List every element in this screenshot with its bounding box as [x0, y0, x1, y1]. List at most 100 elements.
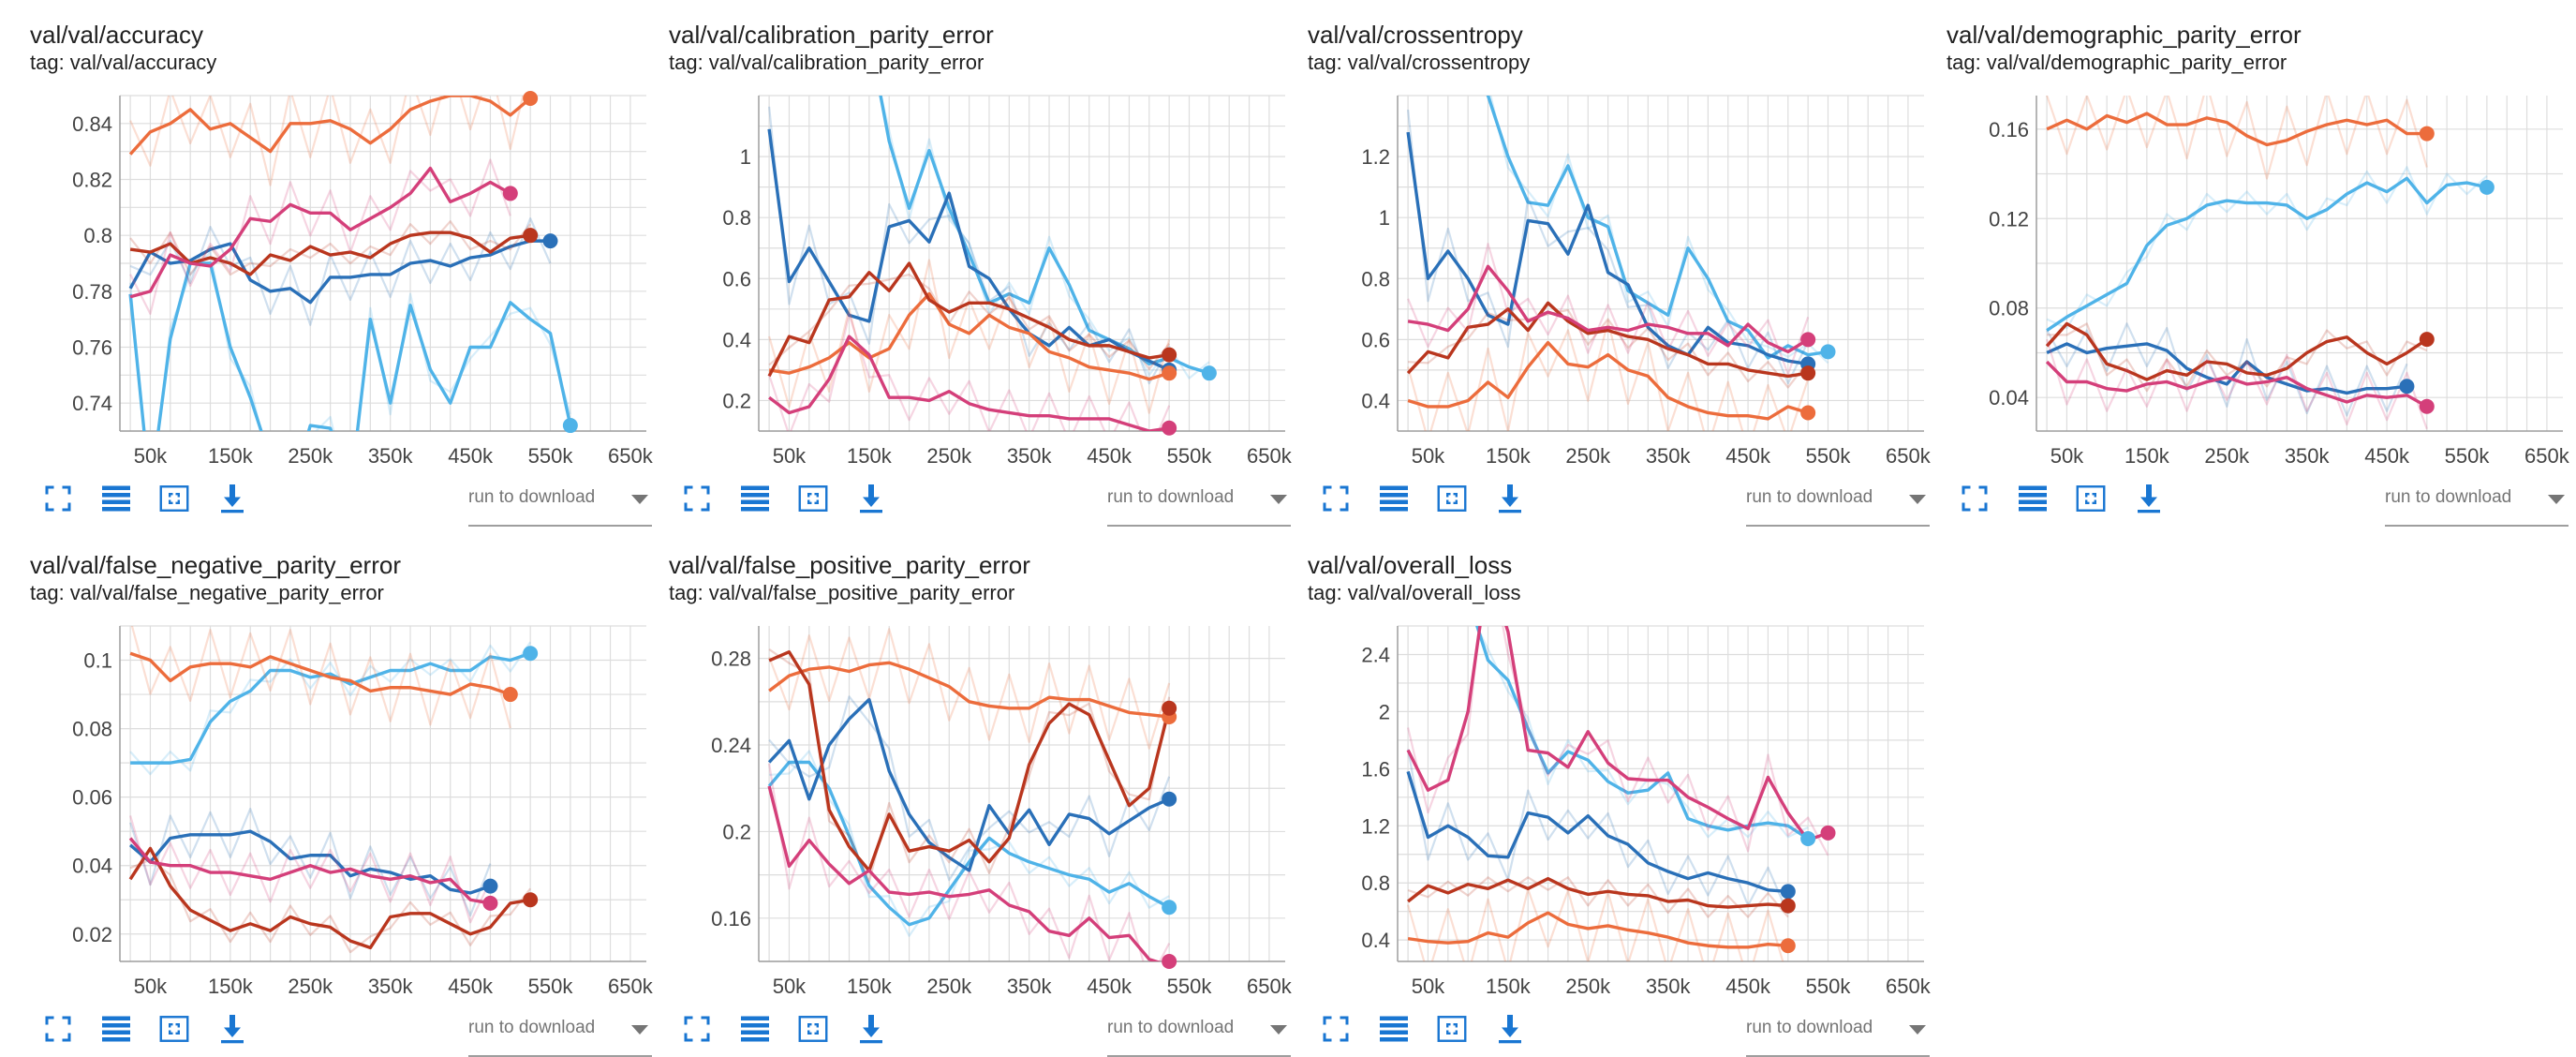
series-line-orange	[768, 291, 1170, 381]
run-to-download-select[interactable]: run to download	[1107, 1010, 1291, 1057]
data-table-icon[interactable]	[736, 1010, 774, 1048]
fullscreen-icon[interactable]	[1956, 480, 1993, 517]
download-icon[interactable]	[1491, 1010, 1529, 1048]
x-tick-label: 450k	[1087, 444, 1133, 468]
series-line-orange	[128, 96, 532, 156]
series-raw-line	[1407, 887, 1784, 961]
run-to-download-label: run to download	[1746, 1018, 1873, 1037]
run-to-download-select[interactable]: run to download	[1107, 480, 1291, 527]
y-tick-label: 0.04	[72, 855, 112, 878]
download-icon[interactable]	[214, 1010, 251, 1048]
chart-card: val/val/overall_loss tag: val/val/overall…	[1278, 530, 1932, 1057]
fit-domain-icon[interactable]	[794, 480, 832, 517]
chart-plot: 0.74 0.76 0.78 0.8 0.82 0.84 50k 150k 250k 350k 45…	[72, 90, 654, 468]
chart-plot: 0.4 0.6 0.8 1 1.2 50k 150k 250k 350k 450k 550k 650k	[1361, 95, 1932, 468]
download-icon[interactable]	[852, 1010, 890, 1048]
run-to-download-label: run to download	[1746, 487, 1873, 507]
series-raw-line	[129, 815, 492, 924]
series-line-dark-orange	[129, 231, 531, 276]
chart-plot: 0.02 0.04 0.06 0.08 0.1 50k 150k 250k 350k 450k 55…	[72, 625, 654, 998]
series-raw-line	[1407, 243, 1810, 376]
fit-domain-icon[interactable]	[2072, 480, 2110, 517]
data-table-icon[interactable]	[736, 480, 774, 517]
series-raw-line	[1475, 626, 1809, 839]
x-tick-label: 450k	[2364, 444, 2410, 468]
y-tick-label: 0.8	[83, 224, 112, 247]
download-icon[interactable]	[852, 480, 890, 517]
series-end-marker	[2419, 398, 2435, 414]
y-tick-label: 1.2	[1361, 814, 1390, 838]
series-raw-line	[2046, 166, 2488, 330]
y-tick-label: 0.16	[711, 907, 751, 930]
y-tick-label: 0.2	[722, 820, 751, 843]
x-tick-label: 50k	[773, 975, 807, 998]
x-tick-label: 450k	[1725, 975, 1771, 998]
chart-toolbar	[678, 480, 910, 517]
fullscreen-icon[interactable]	[39, 1010, 77, 1048]
series-line-orange	[129, 651, 511, 696]
y-tick-label: 0.4	[722, 328, 751, 351]
fullscreen-icon[interactable]	[678, 480, 716, 517]
fullscreen-icon[interactable]	[1317, 480, 1355, 517]
series-raw-line	[2046, 322, 2408, 417]
x-tick-label: 550k	[1806, 444, 1852, 468]
download-icon[interactable]	[214, 480, 251, 517]
x-tick-label: 650k	[1247, 444, 1293, 468]
series-raw-line	[129, 858, 532, 954]
download-icon[interactable]	[1491, 480, 1529, 517]
y-tick-label: 0.6	[722, 267, 751, 290]
chart-title: val/val/demographic_parity_error	[1947, 21, 2302, 49]
data-table-icon[interactable]	[97, 480, 135, 517]
series-end-marker	[482, 895, 498, 911]
fullscreen-icon[interactable]	[678, 1010, 716, 1048]
chart-card: val/val/accuracy tag: val/val/accuracy 0.7…	[0, 0, 654, 527]
series-end-marker	[2419, 126, 2435, 141]
data-table-icon[interactable]	[1375, 1010, 1413, 1048]
x-tick-label: 350k	[368, 975, 414, 998]
x-tick-label: 550k	[528, 975, 574, 998]
data-table-icon[interactable]	[1375, 480, 1413, 517]
x-tick-label: 650k	[1247, 975, 1293, 998]
run-to-download-select[interactable]: run to download	[1746, 480, 1930, 527]
y-tick-label: 1	[1379, 206, 1390, 230]
series-raw-line	[129, 96, 525, 186]
x-tick-label: 350k	[2285, 444, 2331, 468]
fit-domain-icon[interactable]	[794, 1010, 832, 1048]
chart-title: val/val/crossentropy	[1308, 21, 1523, 49]
series-end-marker	[1780, 938, 1796, 954]
series-raw-line	[1407, 749, 1789, 915]
data-table-icon[interactable]	[97, 1010, 135, 1048]
fit-domain-icon[interactable]	[1433, 480, 1471, 517]
y-tick-label: 0.24	[711, 734, 751, 757]
x-tick-label: 350k	[1007, 444, 1053, 468]
x-tick-label: 250k	[926, 444, 972, 468]
x-tick-label: 350k	[368, 444, 414, 468]
data-table-icon[interactable]	[2014, 480, 2051, 517]
series-raw-line	[2046, 96, 2428, 180]
run-to-download-select[interactable]: run to download	[1746, 1010, 1930, 1057]
series-line-light-blue	[128, 261, 572, 431]
run-to-download-select[interactable]: run to download	[468, 1010, 652, 1057]
series-line-dark-blue	[1406, 770, 1788, 894]
x-tick-label: 650k	[608, 975, 654, 998]
y-tick-label: 0.28	[711, 648, 751, 671]
chart-card: val/val/crossentropy tag: val/val/crossen…	[1278, 0, 1932, 527]
run-to-download-select[interactable]: run to download	[2385, 480, 2569, 527]
fit-domain-icon[interactable]	[155, 480, 193, 517]
fullscreen-icon[interactable]	[1317, 1010, 1355, 1048]
x-tick-label: 250k	[1565, 444, 1611, 468]
fit-domain-icon[interactable]	[155, 1010, 193, 1048]
x-tick-label: 550k	[528, 444, 574, 468]
fullscreen-icon[interactable]	[39, 480, 77, 517]
series-line-pink	[2045, 360, 2428, 409]
x-tick-label: 650k	[608, 444, 654, 468]
y-tick-label: 0.4	[1361, 929, 1390, 952]
fit-domain-icon[interactable]	[1433, 1010, 1471, 1048]
x-tick-label: 50k	[773, 444, 807, 468]
chart-plot: 0.4 0.8 1.2 1.6 2 2.4 50k 150k 250k 350k 450k 550k 6…	[1361, 625, 1932, 998]
download-icon[interactable]	[2130, 480, 2168, 517]
y-tick-label: 2	[1379, 700, 1390, 723]
chart-plot: 0.16 0.2 0.24 0.28 50k 150k 250k 350k 450k 550k 65…	[711, 626, 1293, 998]
run-to-download-select[interactable]: run to download	[468, 480, 652, 527]
